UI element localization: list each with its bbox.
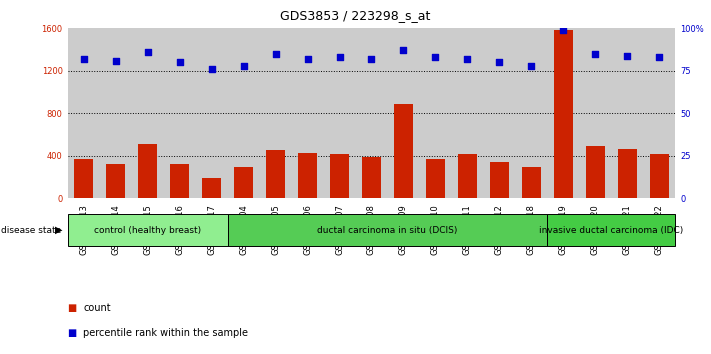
Point: [462, 56, 474, 62]
Bar: [515, 28, 547, 198]
Bar: [650, 154, 669, 198]
Point: [429, 55, 441, 60]
Bar: [164, 28, 196, 198]
Bar: [170, 164, 189, 198]
Text: GDS3853 / 223298_s_at: GDS3853 / 223298_s_at: [280, 9, 431, 22]
Bar: [611, 28, 643, 198]
Bar: [356, 28, 387, 198]
Bar: [228, 214, 547, 246]
Bar: [100, 28, 132, 198]
Text: control (healthy breast): control (healthy breast): [94, 225, 201, 235]
Point: [173, 59, 185, 65]
Text: invasive ductal carcinoma (IDC): invasive ductal carcinoma (IDC): [540, 225, 683, 235]
Point: [141, 49, 154, 55]
Point: [493, 59, 505, 65]
Point: [525, 63, 538, 69]
Bar: [451, 28, 483, 198]
Bar: [228, 28, 260, 198]
Point: [78, 56, 90, 62]
Bar: [554, 30, 573, 198]
Bar: [324, 28, 356, 198]
Text: percentile rank within the sample: percentile rank within the sample: [83, 328, 248, 338]
Bar: [138, 144, 157, 198]
Point: [654, 55, 665, 60]
Bar: [522, 167, 541, 198]
Text: ■: ■: [68, 303, 77, 313]
Bar: [394, 104, 413, 198]
Bar: [106, 164, 125, 198]
Point: [590, 51, 602, 57]
Bar: [260, 28, 292, 198]
Point: [109, 58, 121, 63]
Bar: [68, 28, 100, 198]
Bar: [618, 149, 637, 198]
Bar: [547, 214, 675, 246]
Bar: [490, 162, 509, 198]
Bar: [74, 159, 93, 198]
Point: [334, 55, 346, 60]
Bar: [68, 214, 228, 246]
Point: [557, 27, 569, 33]
Bar: [586, 146, 605, 198]
Bar: [132, 28, 164, 198]
Bar: [419, 28, 451, 198]
Text: disease state: disease state: [1, 225, 62, 235]
Bar: [579, 28, 611, 198]
Text: ▶: ▶: [55, 225, 63, 235]
Text: ■: ■: [68, 328, 77, 338]
Bar: [547, 28, 579, 198]
Point: [621, 53, 633, 58]
Text: ductal carcinoma in situ (DCIS): ductal carcinoma in situ (DCIS): [317, 225, 458, 235]
Point: [398, 47, 410, 53]
Point: [206, 66, 218, 72]
Bar: [234, 167, 253, 198]
Bar: [202, 178, 221, 198]
Bar: [298, 153, 317, 198]
Point: [301, 56, 313, 62]
Bar: [387, 28, 419, 198]
Point: [237, 63, 249, 69]
Bar: [458, 154, 477, 198]
Bar: [643, 28, 675, 198]
Bar: [483, 28, 515, 198]
Bar: [426, 159, 445, 198]
Bar: [330, 154, 349, 198]
Point: [270, 51, 282, 57]
Bar: [292, 28, 324, 198]
Bar: [196, 28, 228, 198]
Bar: [266, 150, 285, 198]
Text: count: count: [83, 303, 111, 313]
Point: [365, 56, 377, 62]
Bar: [362, 157, 381, 198]
